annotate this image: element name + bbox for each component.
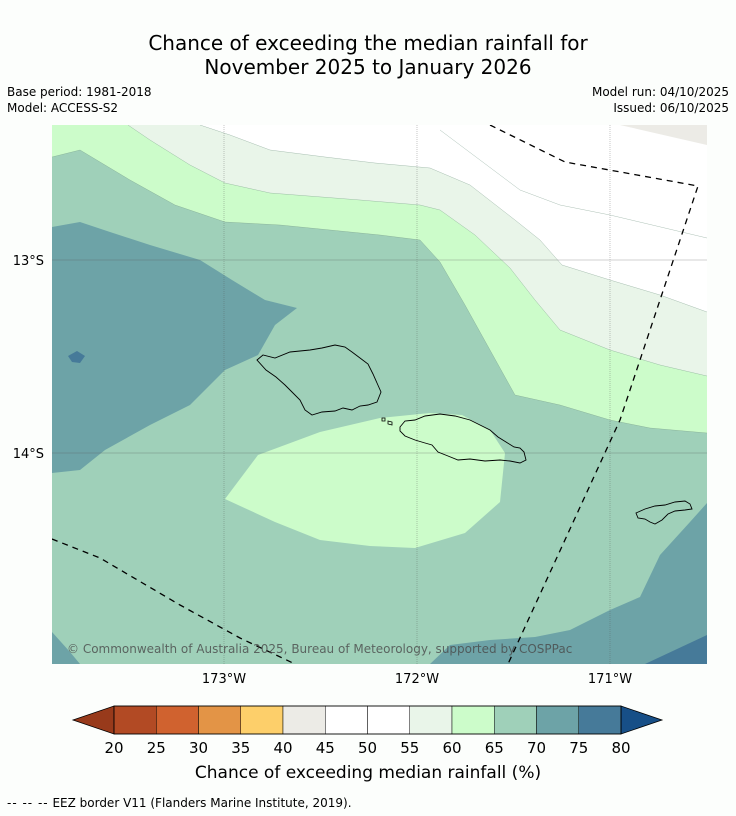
footnote-text: EEZ border V11 (Flanders Marine Institut… [52,796,352,810]
colorbar-segment [113,705,157,735]
contour-75-80-corner [645,635,707,664]
colorbar-under-arrow [71,705,115,735]
colorbar-segment [451,705,495,735]
colorbar-segment [494,705,537,735]
colorbar-segment [282,705,326,735]
colorbar-segment [198,705,241,735]
issued-date: Issued: 06/10/2025 [613,101,729,115]
colorbar: 20 25 30 35 40 45 50 55 60 65 70 75 80 Chance of exc… [71,705,664,783]
contour-70-75-west [52,222,297,473]
contour-40-45 [620,125,707,145]
lon-label-171w: 171°W [588,672,632,687]
lat-label-14s: 14°S [13,447,44,462]
colorbar-segment [240,705,284,735]
colorbar-segment [409,705,453,735]
colorbar-tick-label: 50 [358,739,377,757]
colorbar-tick-label: 35 [231,739,250,757]
colorbar-tick-label: 65 [485,739,504,757]
islet-small [381,417,386,422]
meta-left: Base period: 1981-2018 Model: ACCESS-S2 [7,84,152,116]
islet-manono [387,420,393,426]
colorbar-tick-label: 80 [611,739,630,757]
lat-label-13s: 13°S [13,254,44,269]
island-tutuila [635,500,693,525]
meta-right: Model run: 04/10/2025 Issued: 06/10/2025 [592,84,729,116]
lon-label-173w: 173°W [202,672,246,687]
colorbar-outline [113,705,622,735]
lon-label-172w: 172°W [395,672,439,687]
colorbar-label: Chance of exceeding median rainfall (%) [195,763,541,783]
copyright-watermark: © Commonwealth of Australia 2025, Bureau… [67,642,572,656]
eez-border [52,125,699,664]
colorbar-segment [156,705,199,735]
contour-70-75-southeast [430,503,707,664]
gridlines [52,125,707,664]
footnote: -- -- -- EEZ border V11 (Flanders Marine… [7,796,352,810]
colorbar-segment [325,705,368,735]
model-name: Model: ACCESS-S2 [7,101,119,115]
colorbar-tick-label: 20 [104,739,123,757]
title-line-2: November 2025 to January 2026 [204,55,532,79]
lat-labels: 13°S 14°S [13,254,44,462]
map-area: © Commonwealth of Australia 2025, Bureau… [52,125,707,664]
island-savaii [256,344,382,416]
model-run: Model run: 04/10/2025 [591,85,729,99]
colorbar-segment [578,705,622,735]
colorbar-tick-label: 55 [400,739,419,757]
footnote-symbol: -- -- -- [7,796,49,810]
contour-75-80-spot [68,351,85,363]
chart-title: Chance of exceeding the median rainfall … [0,31,736,79]
base-period: Base period: 1981-2018 [7,85,152,99]
colorbar-tick-label: 60 [442,739,461,757]
colorbar-tick-label: 70 [527,739,546,757]
colorbar-segment [536,705,579,735]
colorbar-tick-label: 40 [273,739,292,757]
island-upolu [399,413,527,464]
title-line-1: Chance of exceeding the median rainfall … [148,31,588,55]
colorbar-segment [367,705,410,735]
colorbar-tick-label: 30 [189,739,208,757]
contour-60-65-central [225,413,505,548]
colorbar-tick-label: 75 [569,739,588,757]
colorbar-tick-label: 45 [316,739,335,757]
contour-50-55 [200,125,707,312]
lon-labels: 173°W 172°W 171°W [202,672,632,687]
colorbar-tick-label: 25 [147,739,166,757]
contour-70-75-southwest [52,632,80,664]
colorbar-over-arrow [620,705,664,735]
